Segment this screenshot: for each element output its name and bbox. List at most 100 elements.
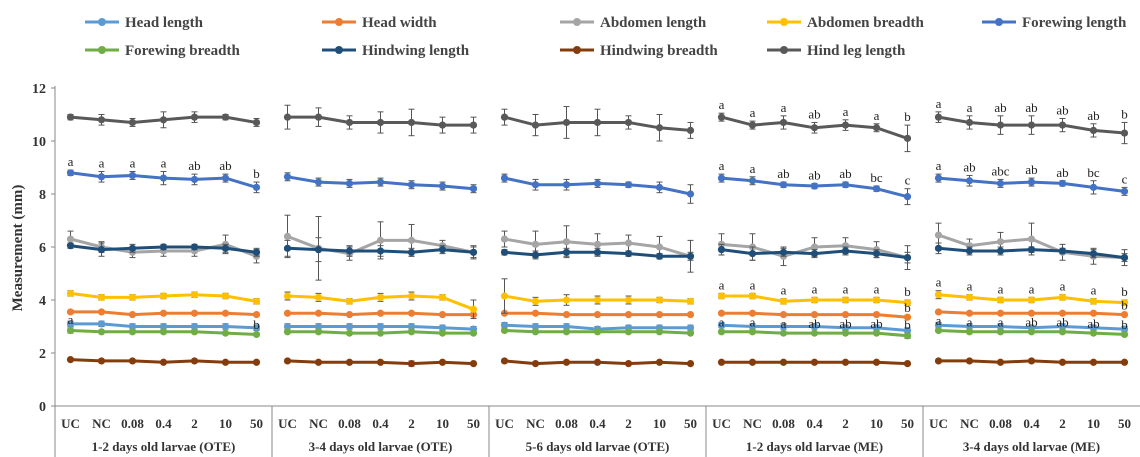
- data-point: [98, 173, 105, 180]
- legend-swatch-marker: [335, 46, 343, 54]
- data-point: [67, 327, 74, 334]
- data-point: [98, 116, 105, 123]
- data-point: [191, 114, 198, 121]
- significance-letter: ab: [1087, 316, 1099, 331]
- x-axis: UC NC 0.08 0.4 2 10 50 UC NC 0.08 0.4 2 10 50 UC NC 0.08…: [55, 406, 1131, 457]
- data-point: [966, 177, 973, 184]
- data-point: [98, 308, 105, 315]
- data-point: [315, 328, 322, 335]
- data-point: [1121, 188, 1128, 195]
- data-point: [439, 294, 446, 301]
- data-point: [1059, 180, 1066, 187]
- data-point: [997, 296, 1004, 303]
- data-point: [656, 243, 663, 250]
- legend-item-hindwing-length: Hindwing length: [322, 43, 470, 59]
- data-point: [439, 330, 446, 337]
- significance-letter: a: [967, 100, 973, 115]
- data-point: [532, 310, 539, 317]
- data-point: [904, 254, 911, 261]
- x-tick-label: NC: [309, 416, 328, 431]
- data-point: [935, 291, 942, 298]
- data-point: [377, 330, 384, 337]
- x-tick-label: NC: [743, 416, 762, 431]
- data-point: [656, 328, 663, 335]
- significance-letter: c: [905, 173, 911, 188]
- data-point: [1028, 357, 1035, 364]
- y-tick-label: 10: [32, 135, 46, 150]
- data-point: [687, 253, 694, 260]
- data-point: [315, 294, 322, 301]
- significance-letter: a: [967, 279, 973, 294]
- data-point: [811, 182, 818, 189]
- y-tick-label: 4: [39, 294, 46, 309]
- y-axis-label: Measurement (mm): [10, 185, 26, 312]
- data-point: [594, 180, 601, 187]
- legend-swatch-marker: [573, 18, 581, 26]
- data-point: [346, 323, 353, 330]
- data-point: [873, 185, 880, 192]
- data-point: [377, 119, 384, 126]
- x-tick-label: 0.4: [806, 416, 823, 431]
- significance-letter: a: [781, 100, 787, 115]
- significance-letter: a: [1029, 281, 1035, 296]
- data-point: [873, 124, 880, 131]
- data-point: [191, 176, 198, 183]
- data-point: [718, 246, 725, 253]
- x-tick-label: 0.08: [772, 416, 795, 431]
- data-point: [780, 359, 787, 366]
- significance-letter: a: [1091, 283, 1097, 298]
- data-point: [284, 310, 291, 317]
- x-tick-label: 10: [870, 416, 883, 431]
- significance-letter: b: [253, 317, 260, 332]
- data-point: [1090, 184, 1097, 191]
- x-tick-label: UC: [495, 416, 514, 431]
- significance-letter: a: [936, 275, 942, 290]
- legend: Head length Head width Abdomen length Abdom…: [85, 15, 1127, 59]
- significance-letter: b: [1121, 317, 1128, 332]
- legend-swatch-marker: [335, 18, 343, 26]
- data-point: [594, 296, 601, 303]
- data-point: [501, 292, 508, 299]
- significance-letter: c: [1122, 171, 1128, 186]
- data-point: [98, 246, 105, 253]
- significance-letter: a: [998, 281, 1004, 296]
- x-tick-label: 50: [467, 416, 480, 431]
- data-point: [377, 237, 384, 244]
- data-point: [997, 122, 1004, 129]
- data-point: [98, 328, 105, 335]
- legend-label: Forewing length: [1022, 15, 1127, 31]
- data-point: [191, 310, 198, 317]
- legend-label: Forewing breadth: [125, 43, 241, 59]
- legend-item-hind-leg-length: Hind leg length: [767, 43, 906, 59]
- x-tick-label: 50: [1118, 416, 1131, 431]
- significance-letter: a: [1060, 279, 1066, 294]
- data-point: [284, 114, 291, 121]
- data-point: [1121, 254, 1128, 261]
- legend-label: Head width: [362, 15, 437, 31]
- x-tick-label: UC: [61, 416, 80, 431]
- significance-letter: ab: [1056, 165, 1068, 180]
- data-point: [346, 298, 353, 305]
- data-point: [966, 119, 973, 126]
- x-tick-label: 10: [219, 416, 232, 431]
- significance-letter: a: [967, 314, 973, 329]
- x-tick-label: 2: [842, 416, 849, 431]
- x-tick-label: 0.08: [121, 416, 144, 431]
- y-tick-label: 6: [39, 241, 46, 256]
- data-point: [98, 357, 105, 364]
- legend-item-forewing-breadth: Forewing breadth: [85, 43, 241, 59]
- data-point: [284, 328, 291, 335]
- data-point: [1121, 359, 1128, 366]
- significance-letter: b: [1121, 106, 1128, 121]
- data-point: [284, 233, 291, 240]
- group-label: 3-4 days old larvae (ME): [963, 439, 1100, 454]
- significance-letter: bc: [870, 170, 883, 185]
- data-point: [284, 357, 291, 364]
- data-point: [377, 247, 384, 254]
- group-label: 1-2 days old larvae (ME): [746, 439, 883, 454]
- significance-letter: abc: [991, 163, 1009, 178]
- data-point: [501, 357, 508, 364]
- significance-letter: a: [68, 154, 74, 169]
- data-point: [625, 311, 632, 318]
- data-point: [501, 175, 508, 182]
